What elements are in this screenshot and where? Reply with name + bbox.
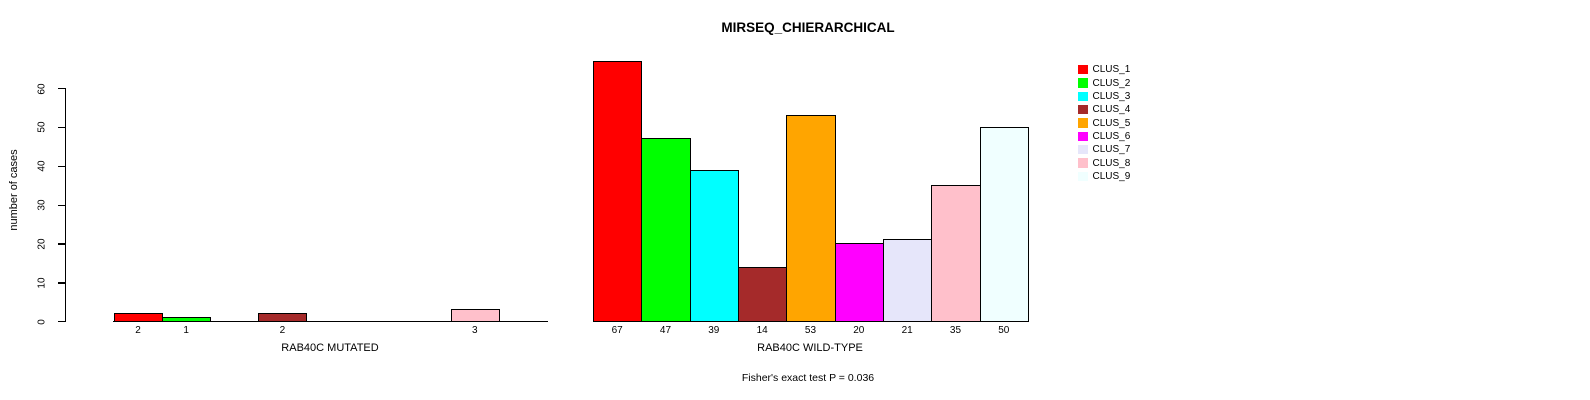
y-tick-label: 20 [36,238,48,250]
bar-clus_1 [593,60,643,322]
legend-item-clus_4: CLUS_4 [1078,103,1130,116]
x-axis-label-wildtype: RAB40C WILD-TYPE [757,342,863,354]
y-tick-label: 60 [36,82,48,95]
legend-label: CLUS_4 [1092,104,1131,116]
bar-clus_4 [737,266,788,322]
chart-title: MIRSEQ_CHIERARCHICAL [721,20,895,35]
y-tick-mark [58,282,65,284]
bar-value-label: 21 [901,325,913,336]
y-tick-label: 40 [36,160,48,172]
legend: CLUS_1 CLUS_2 CLUS_3 CLUS_4 CLUS_5 CLUS_6 CLUS… [1078,63,1130,183]
legend-swatch-clus_8 [1078,158,1088,168]
bar-value-label: 39 [708,325,720,336]
legend-swatch-clus_6 [1078,131,1088,142]
y-tick-mark [58,88,65,90]
bar-clus_2 [641,138,691,322]
legend-label: CLUS_3 [1092,90,1131,102]
legend-label: CLUS_2 [1092,77,1131,89]
legend-swatch-clus_2 [1078,78,1088,88]
legend-label: CLUS_7 [1092,144,1131,156]
y-tick-label: 50 [36,121,48,133]
y-tick-label: 30 [36,199,48,211]
bar-value-label: 14 [756,325,768,336]
y-tick-mark [58,126,65,129]
legend-swatch-clus_1 [1078,64,1088,75]
bar-value-label: 67 [611,325,623,336]
legend-label: CLUS_6 [1092,130,1131,142]
legend-swatch-clus_3 [1078,91,1088,102]
legend-item-clus_6: CLUS_6 [1078,130,1130,143]
bar-value-label: 2 [279,325,286,336]
x-axis-label-mutated: RAB40C MUTATED [281,342,379,354]
y-tick-mark [58,243,65,245]
y-tick-mark [58,165,65,168]
bar-value-label: 47 [659,325,672,336]
legend-item-clus_1: CLUS_1 [1078,63,1130,76]
bar-clus_6 [834,243,884,322]
bar-value-label: 1 [183,325,189,336]
legend-label: CLUS_1 [1092,64,1131,76]
bar-clus_2 [162,317,212,322]
bar-clus_1 [114,313,164,322]
legend-item-clus_7: CLUS_7 [1078,143,1130,156]
bar-value-label: 3 [471,325,478,336]
bar-clus_8 [450,309,500,322]
bar-value-label: 2 [135,325,141,336]
legend-item-clus_2: CLUS_2 [1078,76,1130,89]
bar-clus_9 [979,126,1029,322]
legend-label: CLUS_5 [1092,117,1131,129]
y-axis-label: number of cases [8,149,20,231]
legend-swatch-clus_7 [1078,144,1088,155]
y-tick-mark [58,204,65,206]
bar-clus_8 [931,185,981,322]
legend-swatch-clus_5 [1078,118,1088,128]
bar-value-label: 35 [949,325,962,336]
bar-clus_5 [786,115,836,322]
bar-clus_4 [258,313,308,322]
bar-clus_3 [689,169,739,322]
bar-value-label: 20 [853,325,865,336]
mutated-baseline [113,321,548,323]
legend-item-clus_8: CLUS_8 [1078,156,1130,169]
y-axis-line [65,88,67,322]
bar-value-label: 53 [804,325,817,336]
legend-label: CLUS_9 [1092,170,1131,182]
legend-label: CLUS_8 [1092,157,1131,169]
legend-item-clus_3: CLUS_3 [1078,90,1130,103]
legend-swatch-clus_4 [1078,104,1088,115]
legend-item-clus_5: CLUS_5 [1078,116,1130,129]
bar-clus_7 [882,239,933,322]
y-tick-label: 0 [36,318,48,325]
legend-item-clus_9: CLUS_9 [1078,170,1130,183]
legend-swatch-clus_9 [1078,171,1088,182]
fisher-test-annotation: Fisher's exact test P = 0.036 [741,372,875,384]
y-tick-label: 10 [36,277,48,289]
y-tick-mark [58,321,65,323]
bar-value-label: 50 [998,325,1010,336]
